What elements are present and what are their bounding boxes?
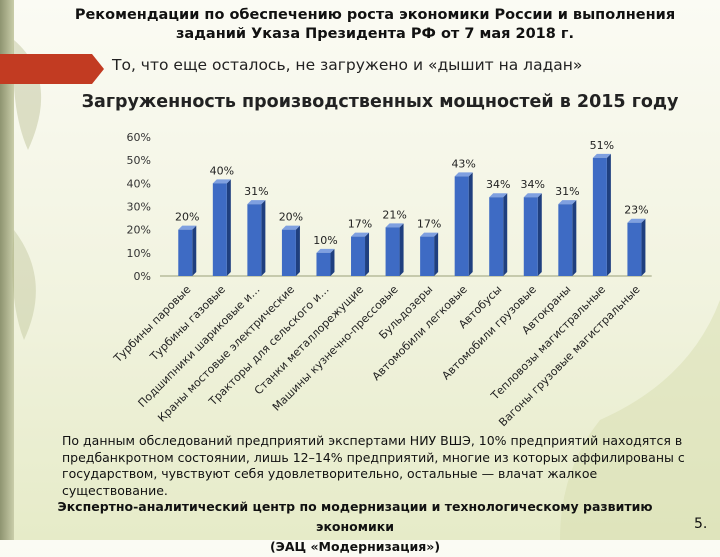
bar-front bbox=[212, 183, 227, 276]
bar-chart: 0%10%20%30%40%50%60% 20%40%31%20%10%17%2… bbox=[111, 131, 652, 429]
bar-value-label: 20% bbox=[175, 211, 199, 224]
chart-title: Загруженность производственных мощностей… bbox=[81, 92, 679, 112]
bar-side bbox=[641, 218, 646, 276]
footer-line1: Экспертно-аналитический центр по модерни… bbox=[57, 499, 653, 534]
bar-2: 40% bbox=[210, 164, 234, 276]
bar-top bbox=[454, 172, 473, 177]
bar-value-label: 40% bbox=[210, 164, 234, 177]
bar-top bbox=[247, 200, 266, 205]
bar-value-label: 34% bbox=[486, 178, 510, 191]
bar-side bbox=[434, 232, 439, 276]
bar-3: 31% bbox=[244, 185, 269, 276]
bar-side bbox=[192, 225, 197, 276]
bar-value-label: 10% bbox=[313, 234, 337, 247]
banner-subtitle: То, что еще осталось, не загружено и «ды… bbox=[112, 56, 583, 74]
bar-top bbox=[558, 200, 577, 205]
bar-value-label: 43% bbox=[451, 157, 475, 170]
bar-side bbox=[365, 232, 370, 276]
bar-top bbox=[212, 179, 231, 184]
y-tick-label: 50% bbox=[127, 154, 151, 167]
bar-6: 17% bbox=[348, 218, 372, 276]
bar-front bbox=[592, 157, 607, 276]
header-title-line1: Рекомендации по обеспечению роста эконом… bbox=[74, 7, 676, 23]
footer: Экспертно-аналитический центр по модерни… bbox=[20, 497, 690, 557]
bar-value-label: 34% bbox=[521, 178, 545, 191]
bar-side bbox=[261, 200, 266, 276]
bar-5: 10% bbox=[313, 234, 338, 276]
bar-top bbox=[385, 223, 404, 228]
bar-front bbox=[351, 236, 366, 276]
bar-front bbox=[489, 197, 504, 276]
bar-4: 20% bbox=[279, 211, 303, 276]
bar-value-label: 51% bbox=[590, 139, 614, 152]
bar-side bbox=[468, 172, 473, 276]
bar-top bbox=[178, 225, 197, 230]
bar-front bbox=[247, 204, 262, 276]
bar-10: 34% bbox=[486, 178, 510, 276]
banner-arrow-shape bbox=[0, 54, 104, 84]
slide-header-title: Рекомендации по обеспечению роста эконом… bbox=[40, 6, 710, 44]
bar-front bbox=[178, 229, 193, 276]
y-tick-label: 30% bbox=[127, 201, 151, 214]
bar-top bbox=[420, 232, 439, 237]
bar-11: 34% bbox=[521, 178, 545, 276]
bar-front bbox=[523, 197, 538, 276]
bar-top bbox=[489, 193, 508, 198]
bar-top bbox=[351, 232, 370, 237]
bar-side bbox=[330, 248, 335, 276]
y-tick-label: 60% bbox=[127, 131, 151, 144]
bar-1: 20% bbox=[175, 211, 200, 276]
x-category-label: Машины кузнечно-прессовые bbox=[270, 283, 401, 414]
bar-side bbox=[295, 225, 300, 276]
bar-front bbox=[420, 236, 435, 276]
bar-front bbox=[316, 252, 331, 276]
bar-front bbox=[385, 227, 400, 276]
bar-value-label: 31% bbox=[244, 185, 268, 198]
header-title-line2: заданий Указа Президента РФ от 7 мая 201… bbox=[176, 26, 574, 42]
y-tick-label: 40% bbox=[127, 177, 151, 190]
bar-top bbox=[627, 218, 646, 223]
bar-top bbox=[592, 153, 611, 158]
bar-13: 51% bbox=[590, 139, 614, 276]
bar-9: 43% bbox=[451, 157, 476, 276]
bar-side bbox=[572, 200, 577, 276]
left-decor-stripe bbox=[0, 0, 14, 540]
y-tick-label: 20% bbox=[127, 224, 151, 237]
bar-side bbox=[537, 193, 542, 276]
bar-top bbox=[316, 248, 335, 253]
page-number: 5. bbox=[694, 516, 708, 532]
bar-value-label: 17% bbox=[417, 218, 441, 231]
bar-7: 21% bbox=[382, 208, 407, 276]
bar-value-label: 23% bbox=[624, 204, 648, 217]
bar-side bbox=[606, 153, 611, 276]
bar-value-label: 31% bbox=[555, 185, 579, 198]
survey-note: По данным обследований предприятий экспе… bbox=[62, 433, 685, 498]
bar-8: 17% bbox=[417, 218, 441, 276]
bar-front bbox=[281, 229, 296, 276]
bar-value-label: 20% bbox=[279, 211, 303, 224]
y-tick-label: 10% bbox=[127, 247, 151, 260]
bar-side bbox=[226, 179, 231, 276]
bar-12: 31% bbox=[555, 185, 580, 276]
bars: 20% 40% 31% 20% 10% 17% 21% 17% 43% 34% 34% 31% 51% 2… bbox=[175, 139, 649, 276]
bar-front bbox=[558, 204, 573, 276]
bar-front bbox=[627, 222, 642, 276]
y-tick-label: 0% bbox=[134, 270, 151, 283]
bar-side bbox=[399, 223, 404, 276]
footer-line2: (ЭАЦ «Модернизация») bbox=[269, 539, 441, 554]
bar-value-label: 21% bbox=[382, 208, 406, 221]
bar-side bbox=[503, 193, 508, 276]
bar-front bbox=[454, 176, 469, 276]
bar-value-label: 17% bbox=[348, 218, 372, 231]
bar-top bbox=[523, 193, 542, 198]
bar-top bbox=[281, 225, 300, 230]
bar-14: 23% bbox=[624, 204, 649, 276]
